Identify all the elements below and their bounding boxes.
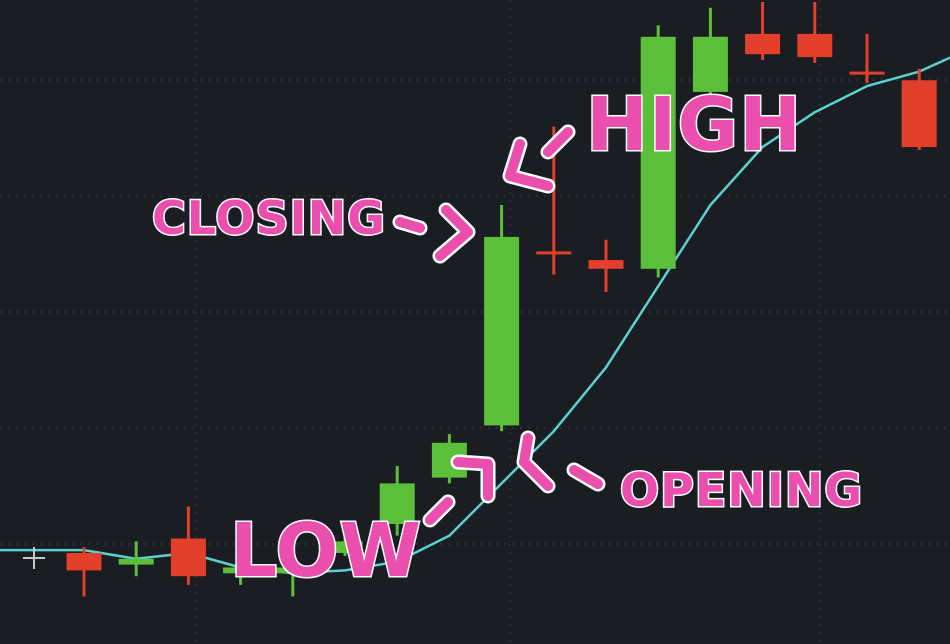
candle-body bbox=[745, 33, 781, 55]
candle bbox=[170, 506, 206, 585]
candle-body bbox=[223, 567, 259, 574]
candle bbox=[118, 541, 154, 577]
candle-body bbox=[640, 36, 676, 269]
candle-body bbox=[901, 80, 937, 147]
candle-body bbox=[170, 538, 206, 577]
candle bbox=[484, 205, 520, 432]
candle bbox=[692, 7, 728, 95]
candle bbox=[640, 25, 676, 278]
label-low: LOW bbox=[230, 508, 422, 594]
candle-body bbox=[484, 236, 520, 426]
candle-body bbox=[692, 36, 728, 92]
candle-body bbox=[327, 541, 363, 553]
label-high: HIGH bbox=[586, 82, 802, 168]
annotation-arrows bbox=[392, 124, 606, 528]
label-opening: OPENING bbox=[620, 463, 863, 517]
candle-body bbox=[849, 71, 885, 75]
candle-body bbox=[66, 553, 102, 571]
candle bbox=[327, 529, 363, 556]
candle bbox=[797, 2, 833, 63]
arrow-to-opening bbox=[516, 430, 606, 494]
arrow-to-low bbox=[422, 454, 496, 528]
label-closing: CLOSING bbox=[152, 191, 386, 245]
candles-layer bbox=[66, 2, 937, 597]
arrow-to-closing bbox=[392, 202, 476, 264]
candle bbox=[379, 466, 415, 536]
candle bbox=[849, 33, 885, 84]
candle bbox=[275, 553, 311, 597]
candle bbox=[745, 2, 781, 60]
candle bbox=[588, 239, 624, 292]
candle-body bbox=[379, 483, 415, 524]
annotation-labels: HIGH CLOSING LOW OPENING bbox=[151, 81, 864, 596]
candle bbox=[901, 68, 937, 150]
arrow-to-high bbox=[502, 124, 576, 194]
candle-body bbox=[797, 33, 833, 58]
candle-body bbox=[588, 260, 624, 269]
candle bbox=[223, 547, 259, 585]
cursor-crosshair-icon bbox=[23, 547, 45, 569]
candle-body bbox=[275, 567, 311, 574]
candle bbox=[66, 547, 102, 597]
candle-body bbox=[536, 251, 572, 255]
candle-body bbox=[118, 558, 154, 565]
